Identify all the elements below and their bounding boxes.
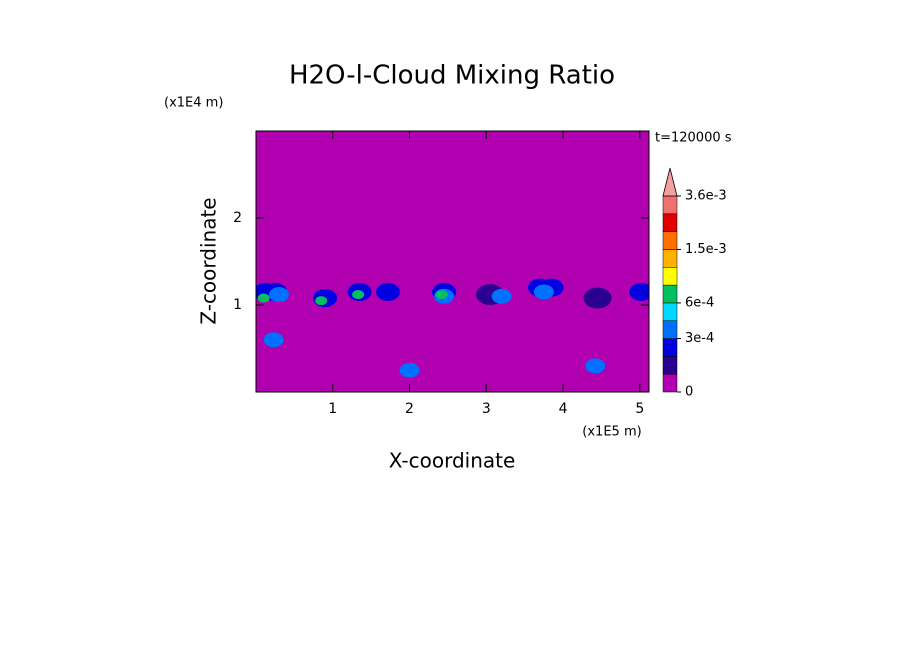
x-label: X-coordinate <box>389 449 516 473</box>
colorbar-box <box>662 231 678 250</box>
colorbar-label: 0 <box>685 385 693 400</box>
chart-title: H2O-l-Cloud Mixing Ratio <box>289 61 615 91</box>
y-tick-label: 1 <box>233 297 242 313</box>
contour-cell <box>533 284 554 300</box>
plot-area <box>256 131 649 392</box>
colorbar-box <box>662 356 678 375</box>
contour-cell <box>399 362 420 378</box>
contour-cell <box>269 287 290 303</box>
colorbar-box <box>662 284 678 304</box>
contour-cell <box>491 288 512 304</box>
axes: 1 2 3 4 5 1 2 <box>233 130 650 417</box>
x-tick-label: 2 <box>405 401 414 417</box>
colorbar-label: 6e-4 <box>685 295 714 310</box>
colorbar-box <box>662 249 678 268</box>
colorbar-extension <box>662 167 678 197</box>
contour-cell <box>263 332 284 348</box>
annotation: t=120000 s <box>655 131 732 146</box>
colorbar-label: 3e-4 <box>685 331 714 346</box>
colorbar-label: 3.6e-3 <box>685 189 727 204</box>
x-unit: (x1E5 m) <box>582 425 641 440</box>
colorbar-box <box>662 373 678 393</box>
contour-cell <box>585 358 606 374</box>
colorbar-box <box>662 213 678 232</box>
plot-frame <box>255 130 650 393</box>
y-unit: (x1E4 m) <box>164 96 223 111</box>
x-tick-label: 3 <box>482 401 491 417</box>
contour-cell <box>629 282 649 301</box>
contour-cell <box>315 296 328 306</box>
contour-cell <box>583 287 612 309</box>
x-tick-label: 1 <box>328 401 337 417</box>
contour-cell <box>352 290 365 300</box>
colorbar-label: 1.5e-3 <box>685 242 727 257</box>
colorbar-box <box>662 320 678 339</box>
contour-cell <box>435 290 448 300</box>
contour-cell <box>257 293 270 303</box>
y-tick-label: 2 <box>233 210 242 226</box>
colorbar-box <box>662 195 678 215</box>
colorbar-box <box>662 302 678 321</box>
contour-cell <box>376 282 401 301</box>
x-tick-label: 4 <box>559 401 568 417</box>
x-tick-label: 5 <box>635 401 644 417</box>
background-level <box>256 131 649 392</box>
y-label: Z-coordinate <box>197 197 221 324</box>
colorbar-box <box>662 267 678 286</box>
colorbar-box <box>662 338 678 357</box>
